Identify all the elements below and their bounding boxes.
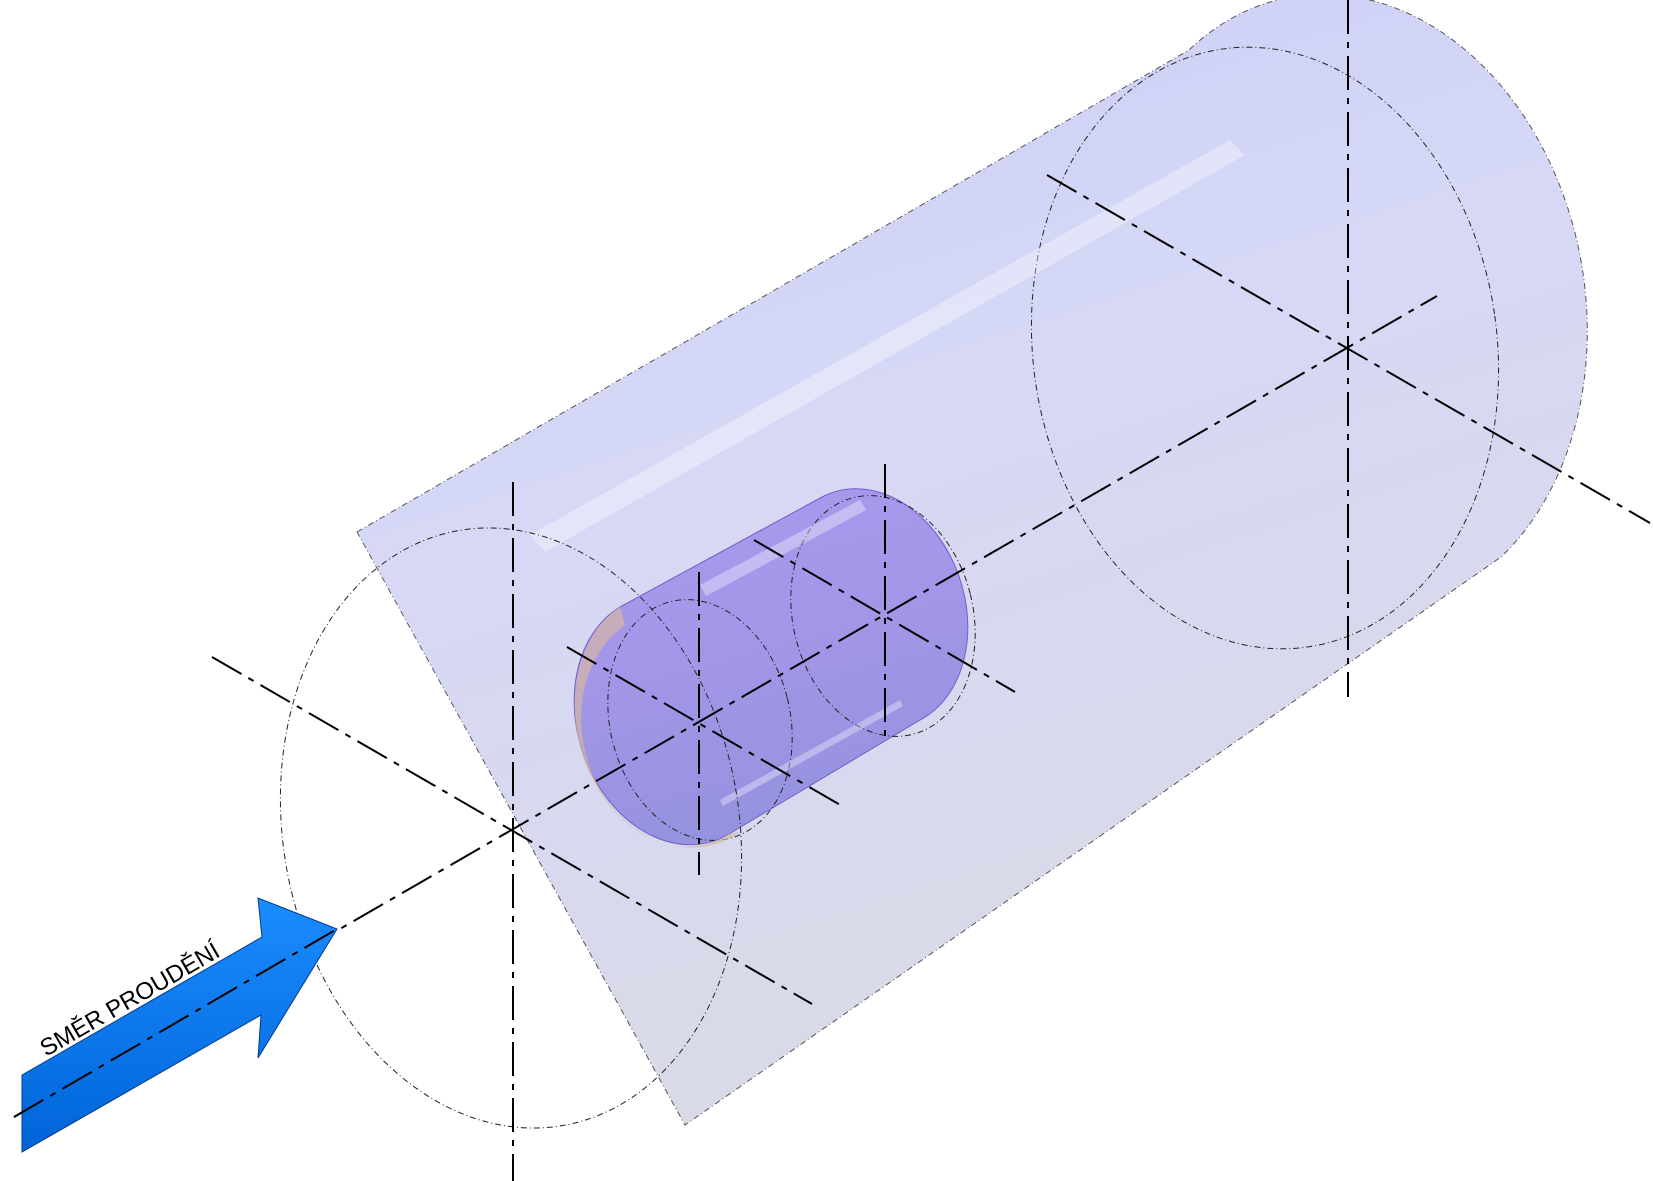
inlet-transverse-axis bbox=[211, 656, 813, 1005]
inner-cylinder-body bbox=[573, 488, 969, 846]
outer-cylinder bbox=[356, 0, 1588, 1126]
inner-cylinder-highlight-2 bbox=[720, 700, 903, 806]
inner-near-transverse-axis bbox=[566, 646, 843, 807]
axis-lines bbox=[13, 0, 1651, 1181]
inner-cylinder-highlight bbox=[700, 500, 866, 596]
inner-cylinder-far-end bbox=[790, 495, 976, 737]
inlet-face-ellipse bbox=[279, 527, 743, 1129]
outer-cylinder-body bbox=[356, 0, 1588, 1126]
inlet-face bbox=[279, 527, 743, 1129]
outer-cylinder-far-end bbox=[1030, 46, 1500, 650]
inner-cylinder bbox=[573, 488, 976, 846]
outlet-transverse-axis bbox=[1046, 174, 1651, 524]
inner-far-transverse-axis bbox=[753, 539, 1016, 693]
flow-arrow-axis bbox=[13, 928, 338, 1118]
outer-cylinder-highlight bbox=[530, 140, 1245, 552]
flow-direction-arrow: SMĚR PROUDĚNÍ bbox=[13, 897, 338, 1153]
inner-cylinder-near-end bbox=[607, 599, 793, 841]
main-flow-axis bbox=[13, 295, 1438, 1118]
flow-arrow-shape bbox=[21, 897, 338, 1153]
